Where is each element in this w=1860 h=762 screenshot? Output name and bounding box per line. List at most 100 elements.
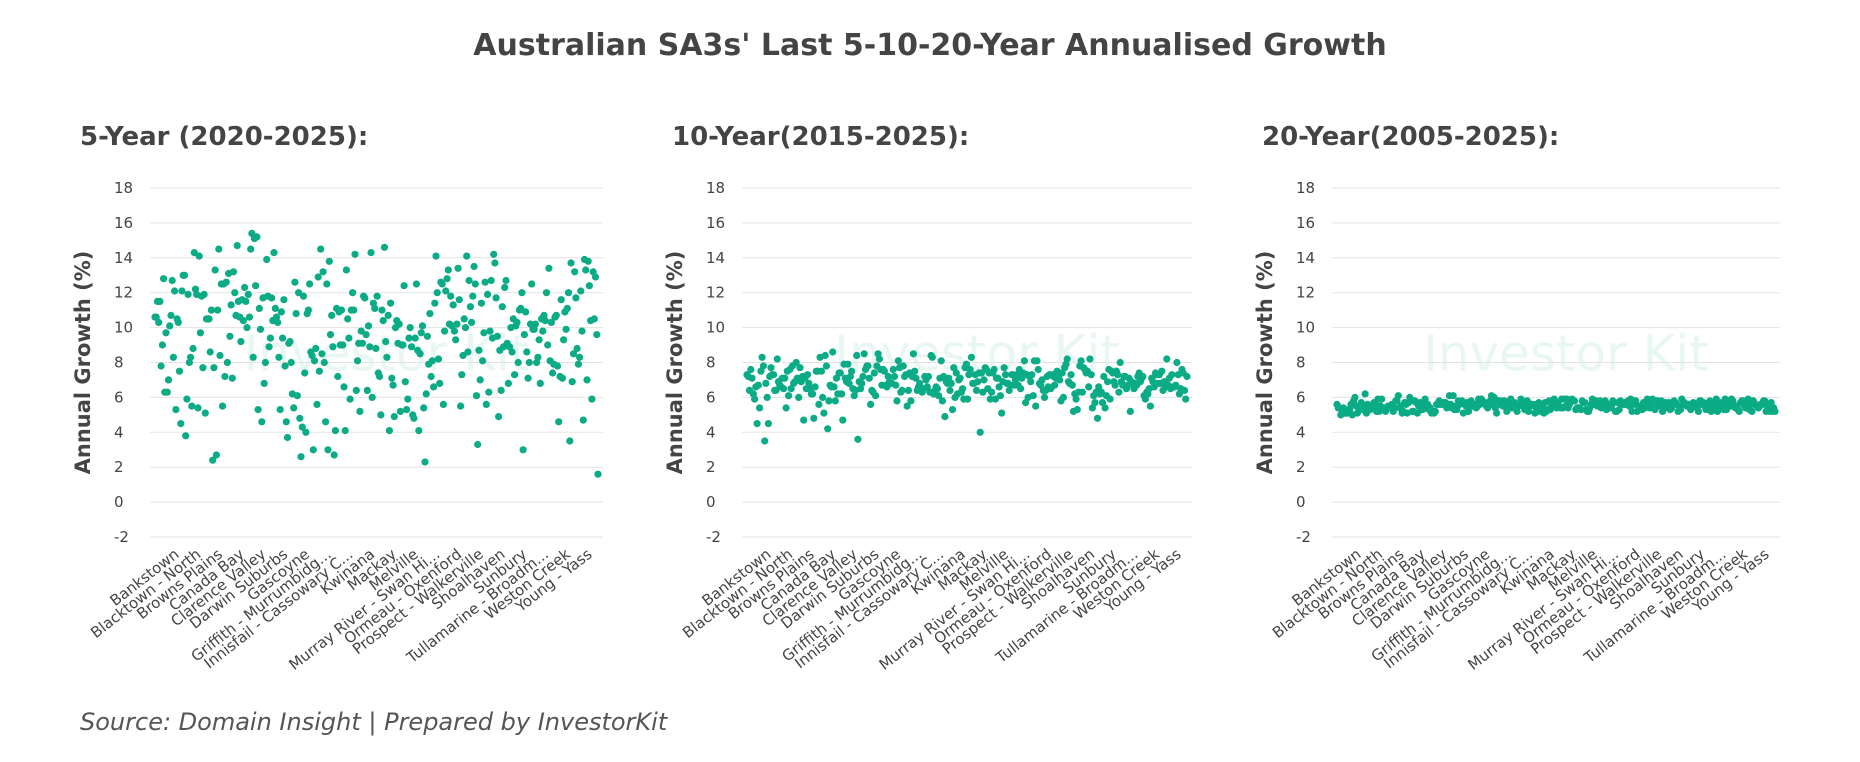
data-point xyxy=(254,406,262,414)
data-point xyxy=(962,360,971,368)
data-point xyxy=(163,388,171,396)
data-point xyxy=(870,369,878,377)
y-axis-label: Annual Growth (%) xyxy=(663,251,687,475)
data-point xyxy=(222,278,230,286)
data-point xyxy=(1040,393,1049,401)
data-point xyxy=(544,341,552,349)
data-point xyxy=(867,400,875,408)
data-point xyxy=(396,407,404,415)
data-point xyxy=(166,322,174,330)
data-point xyxy=(498,303,506,311)
data-point xyxy=(564,289,573,297)
data-point xyxy=(283,433,292,442)
data-point xyxy=(899,362,907,370)
data-point xyxy=(1067,371,1075,379)
data-point xyxy=(421,458,429,466)
panel-title: 5-Year (2020-2025): xyxy=(80,122,368,152)
data-point xyxy=(864,362,872,370)
data-point xyxy=(956,374,964,382)
data-point xyxy=(1028,371,1036,379)
data-point xyxy=(1068,381,1076,389)
data-point xyxy=(171,287,179,295)
data-point xyxy=(800,416,808,424)
data-point xyxy=(539,327,547,335)
data-point xyxy=(748,374,756,382)
data-point xyxy=(1111,381,1119,389)
data-point xyxy=(907,397,915,405)
data-point xyxy=(464,348,472,356)
data-point xyxy=(334,372,342,381)
data-point xyxy=(1172,381,1180,389)
y-tick-label: -2 xyxy=(706,528,721,546)
data-point xyxy=(297,453,305,461)
data-point xyxy=(1464,407,1473,415)
data-point xyxy=(172,406,180,414)
data-point xyxy=(399,341,407,349)
data-point xyxy=(314,273,322,281)
data-point xyxy=(1034,365,1042,374)
y-tick-label: 4 xyxy=(114,423,124,441)
data-point xyxy=(306,280,314,288)
data-point xyxy=(241,283,249,292)
data-point xyxy=(579,416,587,424)
data-point xyxy=(761,437,769,445)
data-point xyxy=(935,392,943,400)
data-point xyxy=(260,379,268,387)
data-point xyxy=(510,371,519,379)
data-point xyxy=(811,383,819,391)
data-point xyxy=(383,353,391,361)
data-point xyxy=(315,367,323,375)
data-point xyxy=(387,299,395,307)
y-tick-label: 8 xyxy=(1296,354,1306,372)
data-point xyxy=(209,456,217,464)
data-point xyxy=(372,344,380,353)
data-point xyxy=(859,372,867,381)
data-point xyxy=(810,414,818,422)
data-point xyxy=(912,374,920,382)
data-point xyxy=(341,427,349,435)
data-point xyxy=(293,392,301,400)
data-point xyxy=(320,358,328,367)
data-point xyxy=(573,344,581,353)
data-point xyxy=(1577,406,1585,414)
data-point xyxy=(484,290,492,298)
data-point xyxy=(156,297,164,305)
data-point xyxy=(1078,388,1086,396)
data-point xyxy=(277,308,285,316)
data-point xyxy=(329,343,337,351)
data-point xyxy=(555,418,563,426)
data-point xyxy=(536,379,544,387)
data-point xyxy=(465,276,473,285)
y-tick-label: -2 xyxy=(114,528,129,546)
data-point xyxy=(373,292,381,300)
data-point xyxy=(487,276,495,285)
data-point xyxy=(518,289,526,297)
data-point xyxy=(237,338,245,346)
data-point xyxy=(328,311,336,319)
data-point xyxy=(469,292,477,300)
data-point xyxy=(317,245,325,253)
data-point xyxy=(1449,392,1457,400)
data-point xyxy=(1115,388,1123,396)
y-tick-label: 14 xyxy=(706,249,725,267)
data-point xyxy=(1158,367,1166,375)
data-point xyxy=(206,348,214,356)
y-tick-label: 10 xyxy=(706,319,725,337)
data-point xyxy=(1091,399,1099,407)
data-point xyxy=(304,306,312,314)
data-point xyxy=(1735,407,1743,415)
data-point xyxy=(803,371,812,379)
data-point xyxy=(210,364,218,372)
data-point xyxy=(844,360,852,368)
data-point xyxy=(1056,376,1064,384)
data-point xyxy=(302,428,310,436)
data-point xyxy=(1581,399,1589,407)
data-point xyxy=(261,358,269,367)
data-point xyxy=(1100,372,1108,381)
data-point xyxy=(378,306,386,314)
data-point xyxy=(411,334,419,342)
data-point xyxy=(367,249,375,257)
data-point xyxy=(432,252,440,260)
data-point xyxy=(158,341,166,349)
data-point xyxy=(485,388,493,396)
